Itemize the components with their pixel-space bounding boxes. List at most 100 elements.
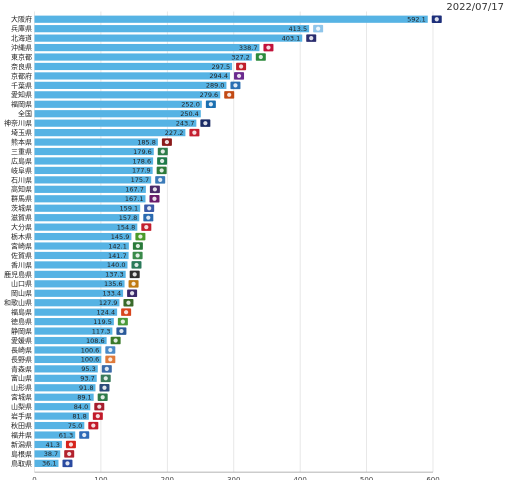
emblem-mark-icon [101,365,112,373]
category-label: 和歌山県 [4,298,32,307]
value-label: 127.9 [99,299,118,307]
value-label: 175.7 [131,176,150,184]
value-label: 91.8 [79,384,93,392]
category-label: 茨城県 [11,204,32,213]
category-label: 山口県 [11,279,32,288]
bar [34,440,62,449]
emblem-mark-icon [143,213,154,222]
value-label: 100.6 [81,346,100,354]
bar [34,147,154,156]
bar [34,355,102,364]
leaf-mark-icon [230,81,241,90]
x-tick-label: 500 [360,476,373,480]
emblem-mark-icon [149,185,160,194]
category-label: 山形県 [11,383,32,392]
bar [34,15,428,23]
value-label: 95.3 [81,365,95,373]
category-label: 埼玉県 [11,128,32,137]
category-label: 沖縄県 [11,43,32,52]
value-label: 117.3 [92,327,111,335]
emblem-mark-icon [144,204,155,212]
bar [34,81,227,89]
emblem-mark-icon [200,119,211,127]
category-label: 神奈川県 [4,119,32,128]
category-label: 東京都 [11,52,32,61]
value-label: 252.0 [181,101,200,109]
value-label: 142.1 [108,242,127,250]
emblem-mark-icon [127,289,138,298]
bar [34,318,114,326]
emblem-mark-icon [99,384,110,392]
emblem-mark-icon [100,374,111,383]
bar [34,138,158,146]
value-label: 178.6 [133,157,152,165]
bar [34,195,146,203]
emblem-mark-icon [123,298,134,307]
category-label: 長野県 [11,356,32,364]
value-label: 185.8 [137,138,156,146]
category-label: 奈良県 [11,62,32,71]
category-label: 佐賀県 [11,251,32,260]
bar [34,185,146,193]
category-label: 福井県 [11,430,32,439]
emblem-mark-icon [88,421,99,430]
x-tick-label: 300 [227,476,240,480]
emblem-mark-icon [157,147,168,156]
category-label: 大分県 [11,223,32,232]
value-label: 157.8 [119,214,138,222]
x-tick-label: 100 [94,476,107,480]
category-label: 大阪府 [11,15,32,24]
value-label: 179.6 [133,148,152,156]
value-label: 84.0 [74,403,88,411]
value-label: 38.7 [44,450,58,458]
emblem-mark-icon [110,336,121,345]
value-label: 81.8 [72,412,86,420]
x-tick-label: 600 [426,476,439,480]
bar [34,327,113,335]
category-label: 岡山県 [11,289,32,298]
emblem-mark-icon [105,355,116,364]
emblem-mark-icon [79,431,90,439]
emblem-mark-icon [131,261,142,269]
value-label: 327.2 [231,53,250,61]
category-label: 徳島県 [11,317,32,326]
dot-mark-icon [129,270,140,279]
bar [34,110,201,118]
ring-mark-icon [189,128,200,137]
bar [34,336,107,345]
emblem-mark-icon [128,280,139,288]
category-label: 兵庫県 [11,24,32,33]
value-label: 36.1 [42,460,56,468]
bar [34,450,61,458]
bar [34,346,102,354]
bar [34,261,128,269]
category-label: 群馬県 [11,194,32,203]
value-label: 145.9 [111,233,130,241]
value-label: 108.6 [86,337,105,345]
category-label: 高知県 [11,185,32,194]
value-label: 41.3 [45,441,59,449]
value-label: 75.0 [68,422,82,430]
category-label: 千葉県 [11,81,32,90]
emblem-mark-icon [64,450,75,458]
value-label: 227.2 [165,129,184,137]
bar [34,403,91,411]
emblem-mark-icon [65,440,76,449]
bar [34,365,98,373]
bar [34,53,252,61]
category-label: 滋賀県 [11,213,32,222]
value-label: 140.0 [107,261,126,269]
category-label: 宮城県 [11,393,32,402]
value-label: 243.7 [176,119,195,127]
emblem-mark-icon [116,327,127,335]
value-label: 177.9 [132,167,151,175]
bar [34,119,197,127]
category-label: 熊本県 [11,137,32,146]
ume-mark-icon [205,100,216,109]
emblem-mark-icon [105,346,116,354]
value-label: 93.7 [80,375,94,383]
value-label: 413.5 [289,25,308,33]
snowflake-mark-icon [313,24,324,33]
